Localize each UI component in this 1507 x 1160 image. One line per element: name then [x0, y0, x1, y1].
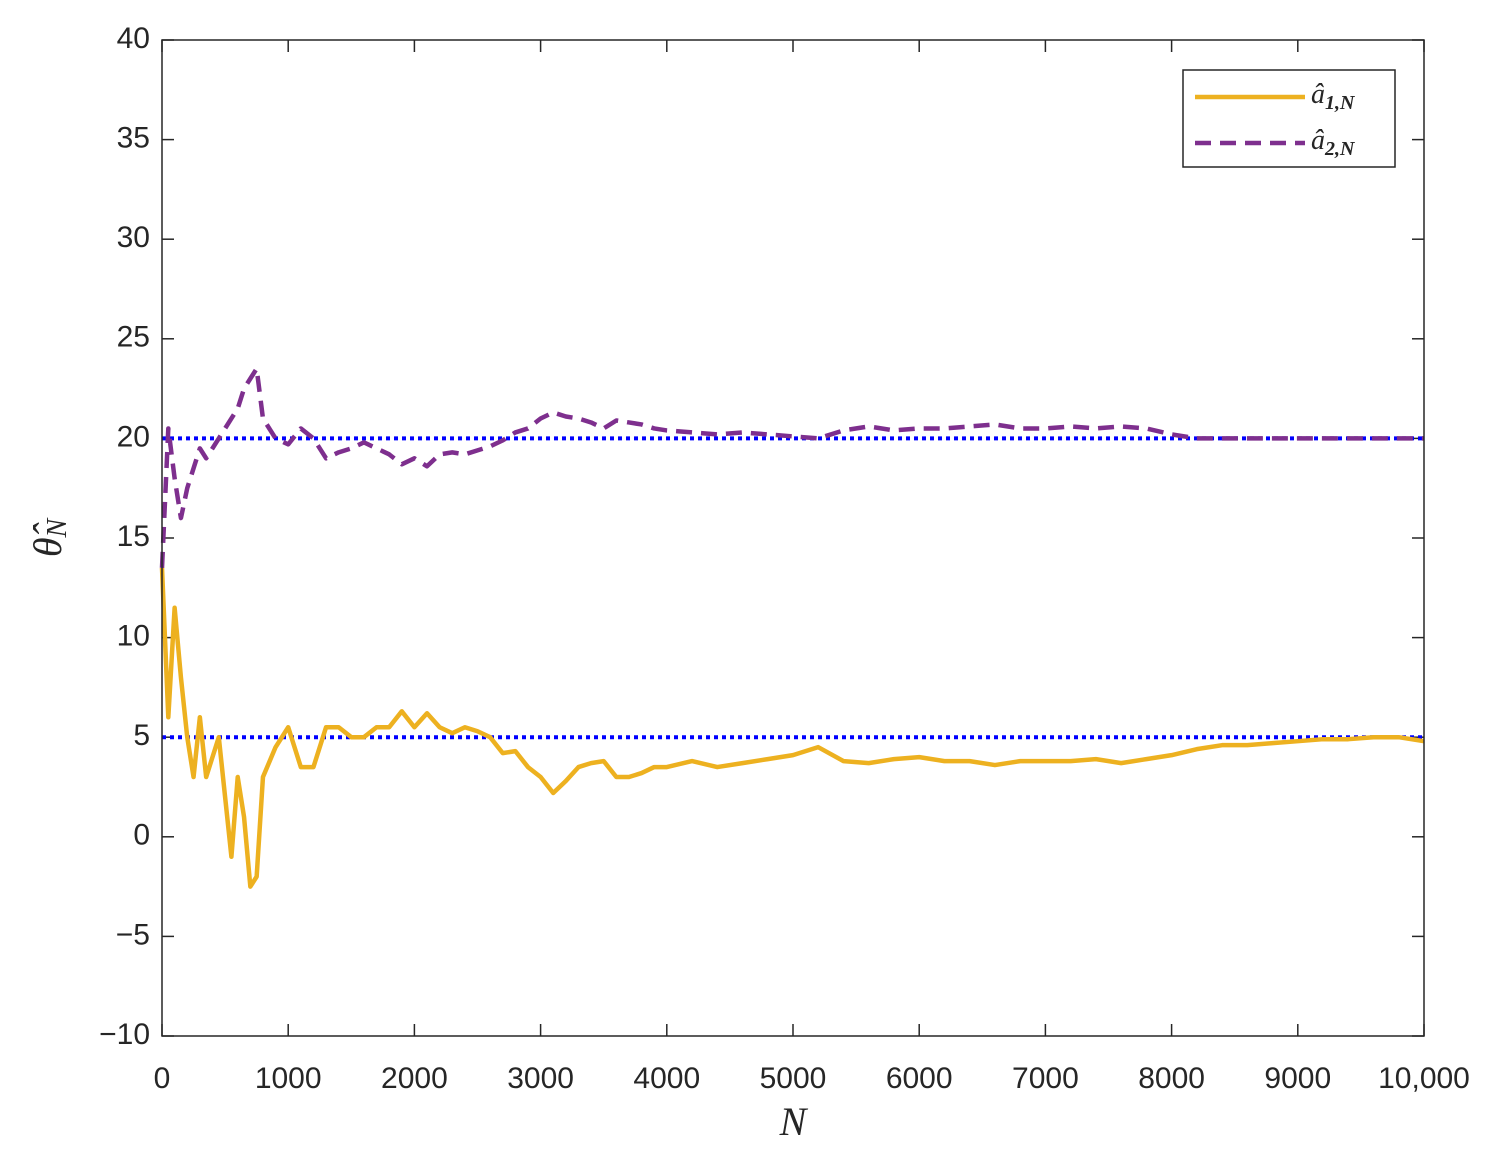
y-tick-label: 5: [133, 719, 150, 752]
legend-box: [1182, 69, 1396, 168]
legend-label-sub: 2,N: [1324, 138, 1356, 160]
x-tick-label: 0: [154, 1062, 171, 1095]
y-tick-label: −5: [116, 918, 150, 951]
x-tick-label: 8000: [1138, 1062, 1205, 1095]
x-tick-label: 2000: [381, 1062, 448, 1095]
legend-label: â1,N: [1311, 79, 1356, 113]
y-tick-label: 15: [117, 520, 150, 553]
y-tick-label: 0: [133, 819, 150, 852]
y-axis-label: θ̂N: [25, 518, 73, 558]
legend-label: â2,N: [1311, 125, 1356, 159]
y-tick-label: 20: [117, 420, 150, 453]
x-tick-label: 5000: [760, 1062, 827, 1095]
legend-label-base: â: [1311, 125, 1325, 156]
x-tick-label: 6000: [886, 1062, 953, 1095]
y-tick-label: 30: [117, 221, 150, 254]
series-line: [159, 567, 1425, 889]
x-tick-label: 3000: [507, 1062, 574, 1095]
x-tick-label: 1000: [255, 1062, 322, 1095]
x-tick-label: 10,000: [1378, 1062, 1470, 1095]
y-tick-label: 35: [117, 122, 150, 155]
series-line: [159, 366, 1424, 568]
y-tick-label: 40: [117, 22, 150, 55]
plot-frame: [161, 39, 1425, 1037]
x-axis-label: N: [779, 1099, 809, 1144]
legend-label-sub: 1,N: [1325, 92, 1356, 114]
x-tick-label: 4000: [633, 1062, 700, 1095]
y-axis-label-sub: N: [42, 518, 73, 539]
x-tick-label: 7000: [1012, 1062, 1079, 1095]
x-tick-label: 9000: [1264, 1062, 1331, 1095]
y-tick-label: 25: [117, 321, 150, 354]
legend-label-base: â: [1311, 79, 1325, 110]
y-tick-label: 10: [117, 620, 150, 653]
y-tick-label: −10: [99, 1018, 150, 1051]
